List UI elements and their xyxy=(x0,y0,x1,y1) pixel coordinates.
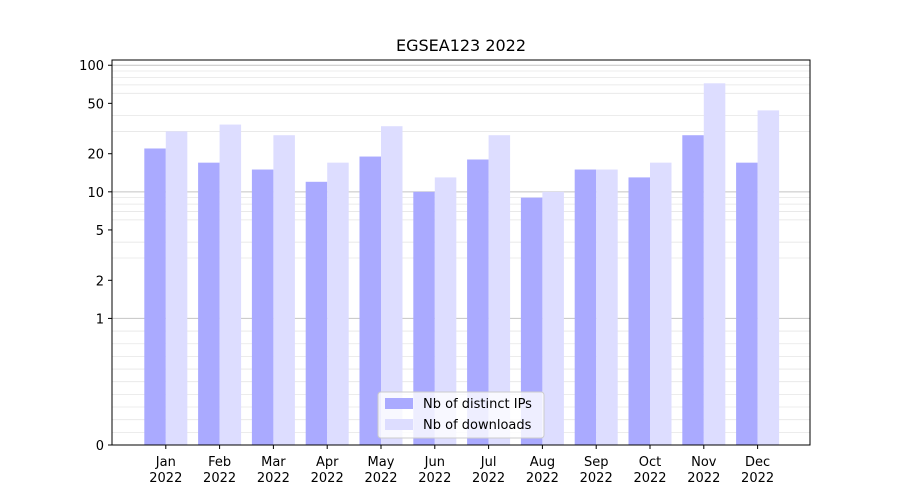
bar-downloads xyxy=(596,169,618,445)
y-tick-label: 10 xyxy=(87,186,104,201)
x-tick-label-year: 2022 xyxy=(311,471,344,486)
y-tick-label: 50 xyxy=(87,97,104,112)
x-tick-label-month: Mar xyxy=(261,455,286,470)
x-tick-label-month: Feb xyxy=(208,455,231,470)
bar-distinct-ips xyxy=(144,148,166,445)
x-tick-label-year: 2022 xyxy=(526,471,559,486)
bar-distinct-ips xyxy=(413,191,435,445)
y-tick-label: 20 xyxy=(87,148,104,163)
x-tick-label-month: May xyxy=(368,455,395,470)
bar-downloads xyxy=(650,162,672,445)
bar-downloads xyxy=(219,124,242,445)
bar-distinct-ips xyxy=(198,162,220,445)
bar-distinct-ips xyxy=(736,162,758,445)
bar-distinct-ips xyxy=(628,177,650,446)
legend-label: Nb of downloads xyxy=(423,418,532,433)
chart-title: EGSEA123 2022 xyxy=(396,36,526,55)
legend-label: Nb of distinct IPs xyxy=(423,397,532,412)
y-tick-label: 5 xyxy=(96,224,104,239)
bar-distinct-ips xyxy=(574,169,597,445)
bar-distinct-ips xyxy=(520,197,543,445)
legend-swatch xyxy=(385,419,413,430)
x-tick-label-month: Dec xyxy=(745,455,770,470)
bars xyxy=(144,83,780,446)
legend: Nb of distinct IPs Nb of downloads xyxy=(377,391,545,439)
x-tick-label-month: Oct xyxy=(639,455,661,470)
bar-distinct-ips xyxy=(359,156,381,446)
x-tick-label-month: Apr xyxy=(316,455,339,470)
x-tick-label-year: 2022 xyxy=(257,471,290,486)
x-tick-label-month: Jul xyxy=(480,455,497,470)
x-tick-label-month: Aug xyxy=(530,455,555,470)
bar-downloads xyxy=(488,135,511,445)
bar-distinct-ips xyxy=(682,135,704,445)
x-tick-label-year: 2022 xyxy=(580,471,613,486)
x-tick-label-year: 2022 xyxy=(418,471,451,486)
x-tick-label-month: Jan xyxy=(155,455,176,470)
x-tick-label-month: Jun xyxy=(424,455,445,470)
x-tick-label-month: Sep xyxy=(584,455,609,470)
x-axis: Jan2022Feb2022Mar2022Apr2022May2022Jun20… xyxy=(149,445,774,486)
x-tick-label-year: 2022 xyxy=(203,471,236,486)
bar-downloads xyxy=(434,177,457,446)
bar-downloads xyxy=(757,110,780,445)
bar-downloads xyxy=(542,191,564,445)
plot-frame xyxy=(111,59,811,446)
x-tick-label-year: 2022 xyxy=(364,471,397,486)
x-tick-label-year: 2022 xyxy=(741,471,774,486)
x-tick-label-month: Nov xyxy=(691,455,717,470)
y-tick-label: 0 xyxy=(96,439,104,454)
bar-distinct-ips xyxy=(467,159,489,445)
bar-distinct-ips xyxy=(305,181,328,445)
y-tick-label: 2 xyxy=(96,274,104,289)
legend-box xyxy=(377,391,545,439)
y-tick-label: 1 xyxy=(96,312,104,327)
y-axis: 0 1 2 5 10 20 50 100 xyxy=(79,59,112,454)
bar-downloads xyxy=(381,126,403,446)
bar-downloads xyxy=(165,131,188,445)
bar-distinct-ips xyxy=(251,169,274,445)
x-tick-label-year: 2022 xyxy=(149,471,182,486)
x-tick-label-year: 2022 xyxy=(687,471,720,486)
bar-downloads xyxy=(703,83,726,445)
legend-swatch xyxy=(385,398,413,409)
x-tick-label-year: 2022 xyxy=(472,471,505,486)
bar-downloads xyxy=(273,135,295,445)
x-tick-label-year: 2022 xyxy=(633,471,666,486)
bar-downloads xyxy=(327,162,349,445)
y-tick-label: 100 xyxy=(79,59,104,74)
